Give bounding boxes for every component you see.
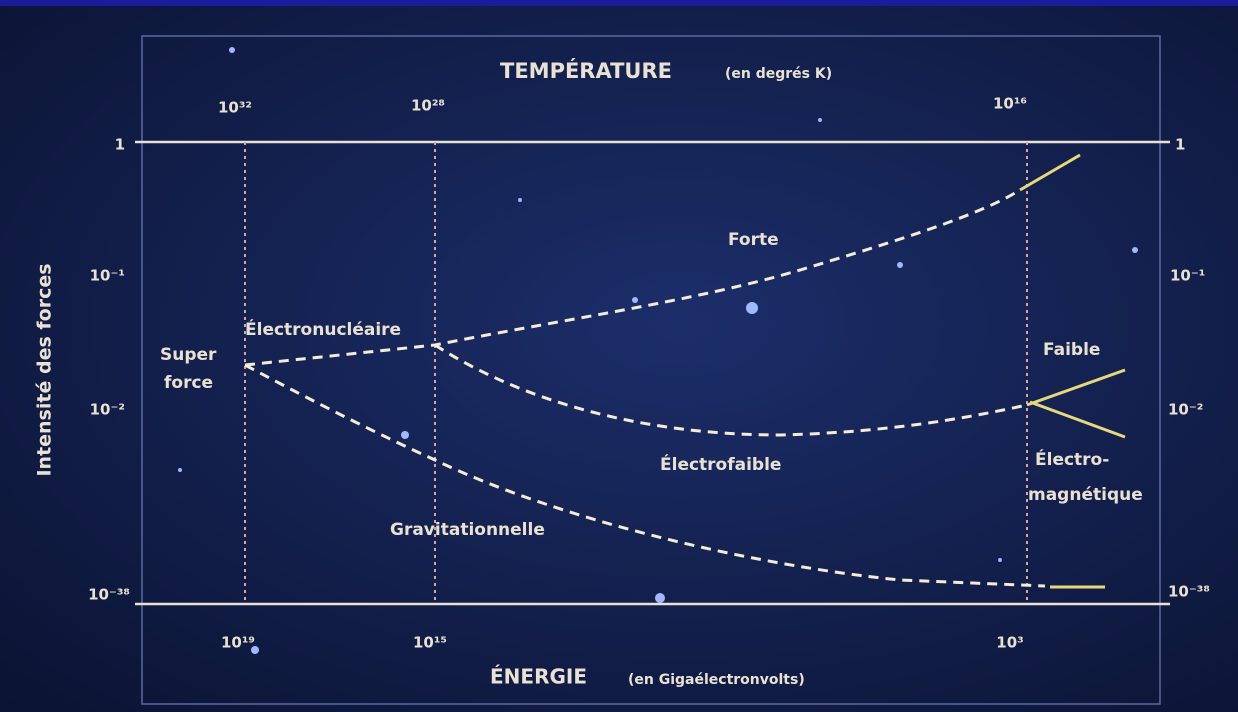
right-tick: 10⁻¹ [1170,267,1205,285]
bottom-axis-title: ÉNERGIE [490,665,587,689]
bottom-axis-unit: (en Gigaélectronvolts) [628,672,805,688]
top-tick: 10¹⁶ [993,95,1027,113]
left-tick: 10⁻³⁸ [88,586,130,604]
curve-label: Forte [728,230,779,250]
curve-label: Électro- [1035,448,1109,470]
curve-label: Super [160,345,217,365]
top-tick: 10²⁸ [411,97,445,115]
right-tick: 1 [1175,136,1185,154]
left-tick: 1 [115,136,125,154]
top-tick: 10³² [218,99,252,117]
right-tick: 10⁻³⁸ [1168,583,1210,601]
left-tick: 10⁻² [90,401,125,419]
left-axis-title: Intensité des forces [34,263,56,476]
bottom-tick: 10¹⁵ [413,634,447,652]
top-axis-unit: (en degrés K) [725,66,832,82]
top-axis-title: TEMPÉRATURE [500,58,672,83]
bottom-tick: 10¹⁹ [221,634,255,652]
left-tick: 10⁻¹ [90,267,125,285]
right-tick: 10⁻² [1168,401,1203,419]
diagram: TEMPÉRATURE (en degrés K) 10³² 10²⁸ 10¹⁶… [0,0,1238,712]
curve-label: Faible [1043,340,1100,360]
curve-label: Électronucléaire [245,318,401,340]
bottom-tick: 10³ [996,634,1023,652]
curve-label: force [164,373,213,393]
curve-label: Gravitationnelle [390,520,545,540]
curve-label: magnétique [1028,485,1143,505]
curve-label: Électrofaible [660,453,781,475]
